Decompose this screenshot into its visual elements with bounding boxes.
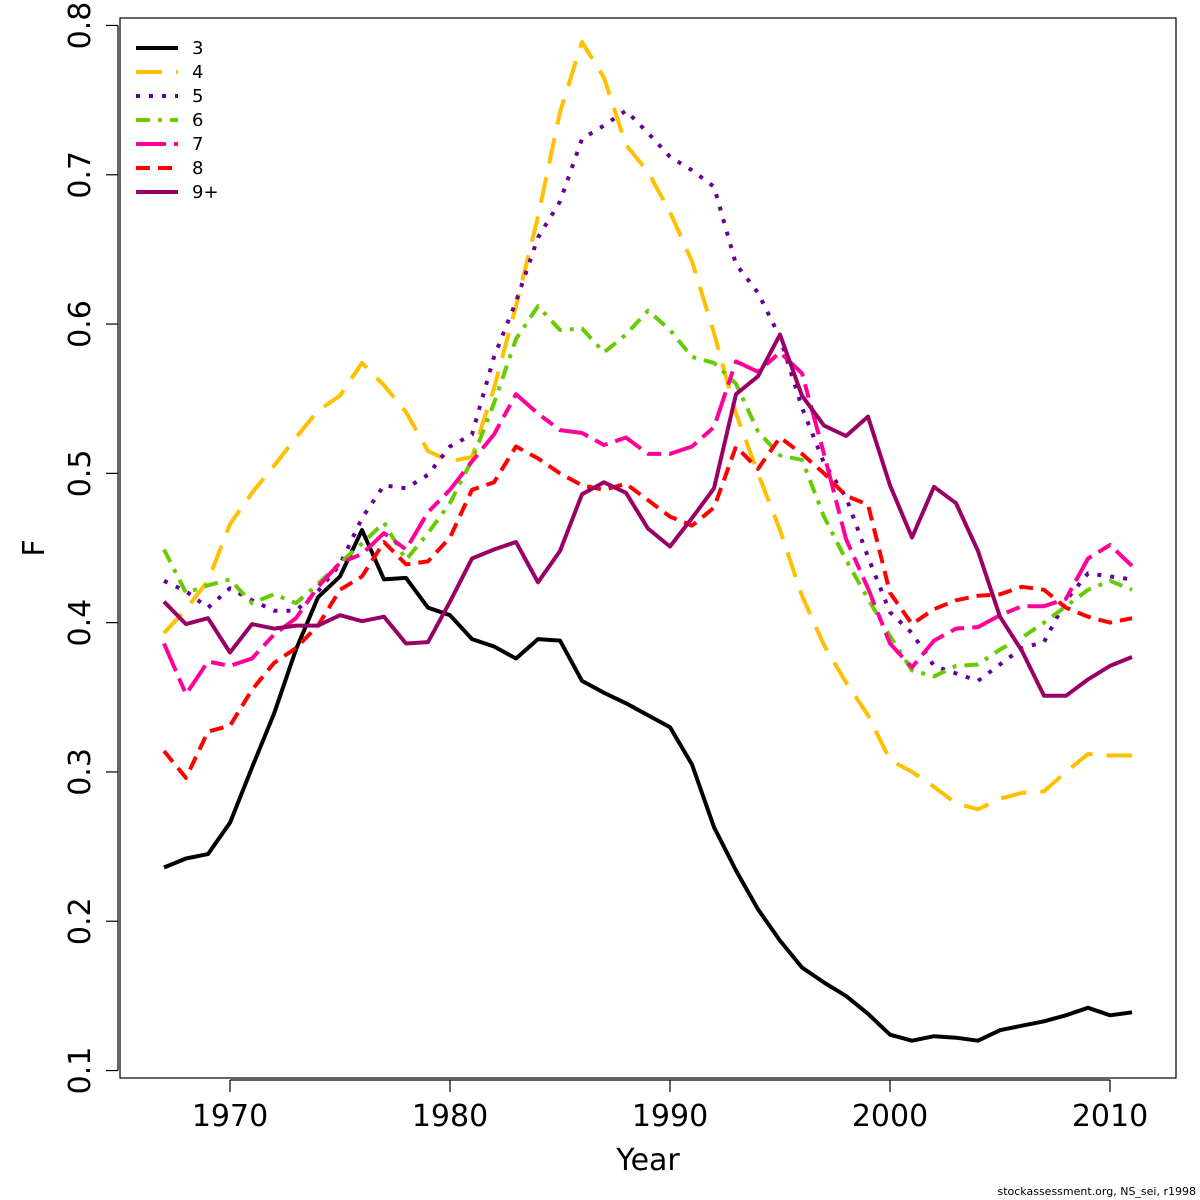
series-line-3 (163, 528, 1133, 1043)
x-axis: 1970 1980 1990 2000 2010 (192, 1079, 1148, 1134)
series-line-7 (162, 350, 1134, 697)
legend-label: 7 (192, 134, 203, 155)
y-tick-label: 0.8 (63, 2, 98, 50)
legend-label: 4 (192, 62, 203, 83)
x-tick-label: 1970 (192, 1099, 268, 1134)
legend-label: 3 (192, 38, 203, 59)
y-tick-label: 0.5 (63, 449, 98, 497)
x-tick-label: 2000 (852, 1099, 928, 1134)
legend: 3 4 5 6 7 8 9+ (136, 38, 219, 203)
legend-label: 5 (192, 86, 203, 107)
series-group (162, 39, 1134, 1043)
y-tick-label: 0.3 (63, 748, 98, 796)
y-tick-label: 0.1 (63, 1047, 98, 1095)
x-tick-label: 1990 (632, 1099, 708, 1134)
series-line-8 (162, 435, 1133, 780)
plot-frame (119, 17, 1177, 1079)
y-tick-label: 0.4 (63, 599, 98, 647)
y-tick-label: 0.6 (63, 300, 98, 348)
credit-text: stockassessment.org, NS_sei, r1998 (997, 1185, 1196, 1198)
legend-label: 9+ (192, 182, 219, 203)
y-axis-title: F (17, 539, 52, 556)
x-tick-label: 2010 (1072, 1099, 1148, 1134)
x-tick-label: 1980 (412, 1099, 488, 1134)
series-line-9plus (162, 332, 1133, 698)
y-tick-label: 0.2 (63, 897, 98, 945)
legend-label: 6 (192, 110, 203, 131)
y-axis: 0.1 0.2 0.3 0.4 0.5 0.6 0.7 0.8 (63, 2, 119, 1095)
y-tick-label: 0.7 (63, 151, 98, 199)
x-axis-title: Year (615, 1143, 680, 1178)
legend-label: 8 (192, 158, 203, 179)
series-line-4 (162, 39, 1132, 812)
